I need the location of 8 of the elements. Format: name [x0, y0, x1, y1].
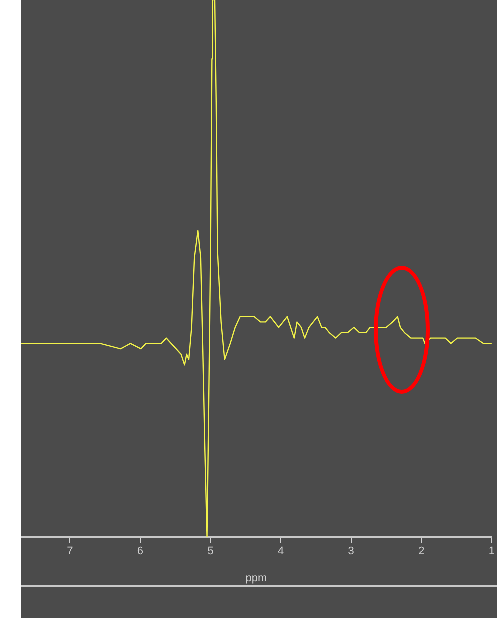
x-tick-label: 4	[278, 546, 284, 558]
x-tick-label: 7	[67, 546, 74, 558]
x-tick-label: 3	[348, 546, 354, 558]
x-axis-title: ppm	[246, 572, 268, 584]
x-tick-label: 1	[488, 546, 496, 558]
x-tick-label: 6	[137, 546, 144, 558]
x-tick-label: 2	[418, 546, 425, 558]
x-tick-label: 5	[208, 546, 214, 558]
